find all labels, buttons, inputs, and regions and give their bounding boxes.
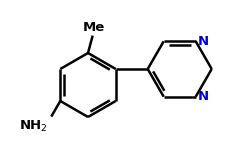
Text: Me: Me bbox=[82, 21, 104, 34]
Text: N: N bbox=[197, 35, 208, 48]
Text: NH$_2$: NH$_2$ bbox=[19, 119, 48, 134]
Text: N: N bbox=[197, 90, 208, 103]
